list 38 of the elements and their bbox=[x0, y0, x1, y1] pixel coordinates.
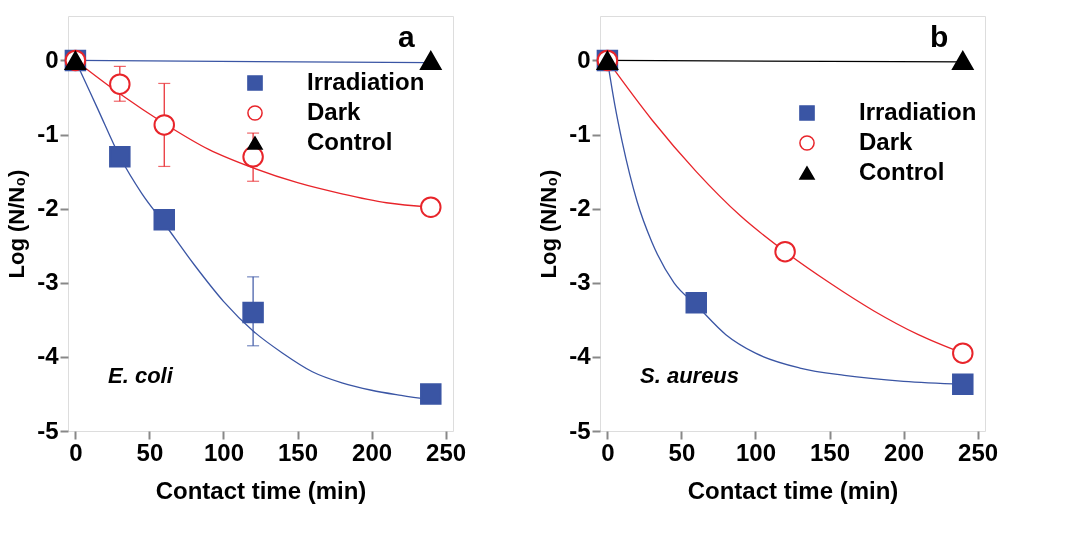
x-tick-label: 100 bbox=[735, 438, 776, 466]
y-tick-label: -5 bbox=[37, 416, 59, 444]
x-tick-label: 50 bbox=[668, 438, 696, 466]
annotation: S. aureus bbox=[640, 363, 740, 388]
y-tick-label: -1 bbox=[37, 120, 59, 148]
x-tick-label: 100 bbox=[203, 438, 244, 466]
y-axis-title: Log (N/N₀) bbox=[536, 169, 562, 279]
y-tick-label: -1 bbox=[569, 120, 591, 148]
x-axis-title: Contact time (min) bbox=[155, 476, 367, 504]
x-axis-title: Contact time (min) bbox=[687, 476, 899, 504]
y-tick-label: -2 bbox=[569, 194, 591, 222]
y-tick-label: -5 bbox=[569, 416, 591, 444]
x-tick-label: 200 bbox=[884, 438, 925, 466]
annotation: a bbox=[398, 20, 415, 53]
legend-label: Irradiation bbox=[859, 98, 977, 125]
y-tick-label: -4 bbox=[37, 342, 60, 370]
x-tick-label: 250 bbox=[958, 438, 999, 466]
y-tick-label: -3 bbox=[569, 268, 591, 296]
annotation: b bbox=[930, 20, 949, 53]
y-tick-label: 0 bbox=[45, 45, 59, 73]
y-tick-label: -2 bbox=[37, 194, 59, 222]
x-tick-label: 200 bbox=[352, 438, 393, 466]
legend-label: Irradiation bbox=[307, 68, 425, 95]
x-tick-label: 0 bbox=[69, 438, 83, 466]
legend-label: Control bbox=[307, 128, 393, 155]
annotation: E. coli bbox=[108, 363, 174, 388]
y-tick-label: -3 bbox=[37, 268, 59, 296]
x-tick-label: 150 bbox=[810, 438, 851, 466]
x-tick-label: 0 bbox=[601, 438, 615, 466]
x-tick-label: 50 bbox=[136, 438, 164, 466]
y-tick-label: -4 bbox=[569, 342, 592, 370]
y-axis-title: Log (N/N₀) bbox=[4, 169, 30, 279]
y-tick-label: 0 bbox=[577, 45, 591, 73]
legend-label: Dark bbox=[307, 98, 362, 125]
legend-label: Control bbox=[859, 158, 945, 185]
x-tick-label: 250 bbox=[426, 438, 467, 466]
x-tick-label: 150 bbox=[278, 438, 319, 466]
legend-label: Dark bbox=[859, 128, 914, 155]
